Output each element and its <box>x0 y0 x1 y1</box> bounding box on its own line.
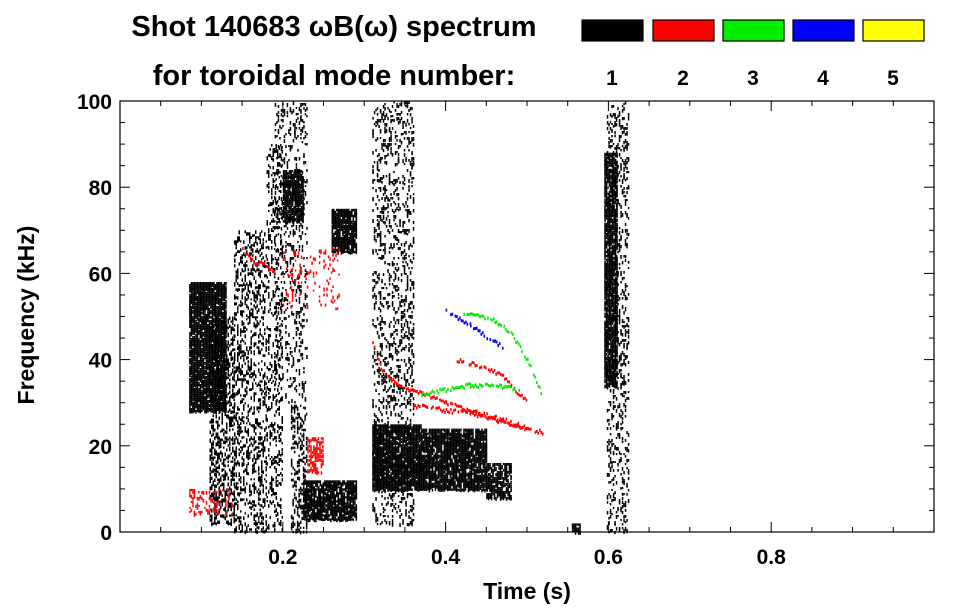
mode-1-region <box>266 144 283 532</box>
x-tick-label: 0.6 <box>594 546 623 569</box>
mode-1-region <box>486 463 512 501</box>
legend-label: 5 <box>887 67 899 90</box>
mode-3-curve <box>463 312 543 396</box>
legend-label: 1 <box>606 67 618 90</box>
y-tick-label: 0 <box>100 522 112 545</box>
mode-1-region <box>234 230 267 535</box>
spectrogram-data <box>189 101 630 535</box>
legend-swatch <box>722 19 785 42</box>
mode-2-region <box>282 247 340 311</box>
y-tick-label: 60 <box>89 263 112 286</box>
mode-2-region <box>307 437 324 475</box>
y-tick-label: 100 <box>77 91 112 114</box>
x-tick-label: 0.8 <box>757 546 787 569</box>
x-tick-label: 0.4 <box>431 546 461 569</box>
mode-1-region <box>331 208 358 255</box>
y-tick-label: 20 <box>89 436 112 459</box>
mode-1-region <box>189 282 227 414</box>
mode-4-curve <box>445 308 504 350</box>
mode-2-curve <box>456 358 528 402</box>
legend-swatch <box>792 19 855 42</box>
mode-2-curve <box>242 247 276 274</box>
mode-2-curve <box>372 341 529 430</box>
y-tick-label: 80 <box>89 177 112 200</box>
mode-1-region <box>274 101 308 404</box>
legend-swatch <box>581 19 644 42</box>
x-axis-label: Time (s) <box>483 578 571 604</box>
chart-title-line2: for toroidal mode number: <box>153 60 516 92</box>
mode-3-curve <box>421 382 520 398</box>
legend-label: 3 <box>747 67 759 90</box>
x-tick-label: 0.2 <box>268 546 297 569</box>
mode-1-region <box>290 404 308 535</box>
mode-2-curve <box>413 403 544 436</box>
mode-2-region <box>189 488 235 517</box>
mode-1-region <box>282 170 304 224</box>
mode-1-region <box>606 101 630 535</box>
legend-label: 2 <box>677 67 689 90</box>
chart-title-line1: Shot 140683 ωB(ω) spectrum <box>131 11 536 43</box>
axes: 0.2 0.4 0.6 0.8 0 20 40 60 80 100 <box>77 91 935 569</box>
mode-1-region <box>303 480 358 523</box>
mode-1-region <box>372 424 422 493</box>
mode-1-region <box>421 428 488 493</box>
y-axis-label: Frequency (kHz) <box>13 226 39 405</box>
y-tick-label: 40 <box>89 350 112 373</box>
mode-1-region <box>571 523 581 535</box>
legend-swatch <box>862 19 925 42</box>
legend: 1 2 3 4 5 <box>581 19 925 90</box>
legend-swatch <box>652 19 715 42</box>
legend-label: 4 <box>817 67 829 90</box>
